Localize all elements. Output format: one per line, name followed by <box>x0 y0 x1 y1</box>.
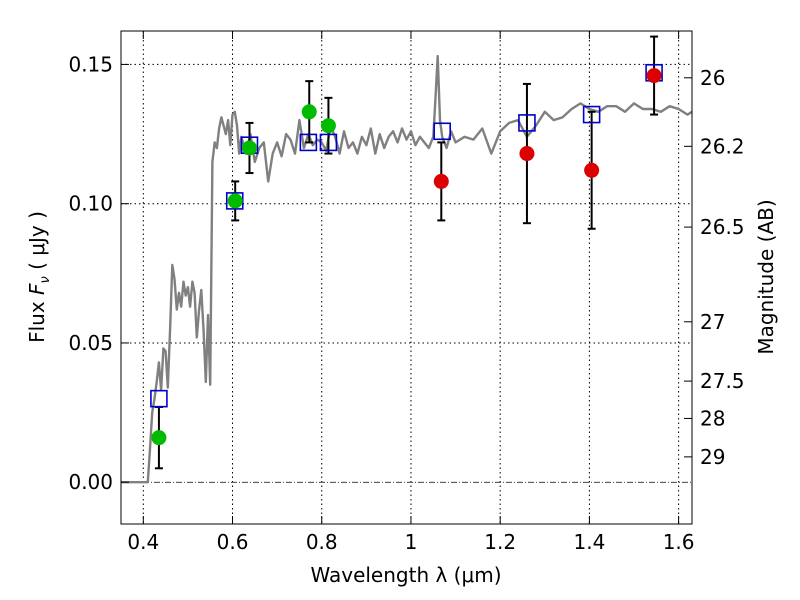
x-tick-label: 0.4 <box>127 530 159 554</box>
x-tick-label: 1.4 <box>573 530 605 554</box>
model-photometry-square <box>518 114 536 132</box>
detection-point-red <box>433 173 449 189</box>
y2-tick-label: 26.2 <box>700 134 745 158</box>
grid-lines <box>121 31 692 524</box>
detection-point-green <box>241 140 257 156</box>
detection-point-red <box>519 146 535 162</box>
y-axis-label-subscript: ν <box>38 276 53 283</box>
x-tick-label: 1 <box>405 530 418 554</box>
detection-point-green <box>151 430 167 446</box>
axis-ticks: 0.4 0.6 0.8 1 1.2 1.4 1.6 0.00 0.05 0.10 0.15 26 26.… <box>68 31 745 554</box>
y-tick-label: 0.10 <box>68 192 113 216</box>
model-spectrum-line <box>121 54 693 484</box>
y2-tick-label: 26.5 <box>700 215 745 239</box>
detection-point-green <box>227 193 243 209</box>
x-tick-label: 1.2 <box>484 530 516 554</box>
y-axis-label-suffix: ( μJy ) <box>25 211 49 276</box>
model-spectrum <box>121 54 693 484</box>
y-tick-label: 0.00 <box>68 470 113 494</box>
model-photometry-square <box>299 133 318 152</box>
x-tick-label: 0.8 <box>306 530 338 554</box>
model-photometry-square <box>582 105 601 124</box>
right-axis-label: Magnitude (AB) <box>754 199 778 354</box>
detection-point-green <box>320 118 336 134</box>
model-photometry-square <box>150 389 168 408</box>
y2-tick-label: 27 <box>700 310 725 334</box>
detection-point-red <box>646 68 662 84</box>
x-tick-label: 0.6 <box>217 530 249 554</box>
y2-tick-label: 28 <box>700 406 725 430</box>
y-tick-label: 0.05 <box>68 331 113 355</box>
detection-point-red <box>584 162 600 178</box>
detection-point-green <box>301 104 317 120</box>
y-axis-label: Flux Fν ( μJy ) <box>25 211 53 343</box>
error-bars <box>154 35 659 470</box>
y-axis-label-symbol: F <box>25 283 49 295</box>
data-markers <box>150 63 663 446</box>
y-axis-label-prefix: Flux <box>25 295 49 343</box>
y2-tick-label: 26 <box>700 66 725 90</box>
plot-frame <box>120 30 693 525</box>
x-axis-label: Wavelength λ (μm) <box>310 563 501 587</box>
y-tick-label: 0.15 <box>68 52 113 76</box>
model-photometry-square <box>225 192 244 210</box>
x-tick-label: 1.6 <box>663 530 695 554</box>
y2-tick-label: 29 <box>700 445 725 469</box>
model-photometry-square <box>319 133 338 152</box>
y2-tick-label: 27.5 <box>700 369 745 393</box>
model-photometry-square <box>433 122 451 141</box>
